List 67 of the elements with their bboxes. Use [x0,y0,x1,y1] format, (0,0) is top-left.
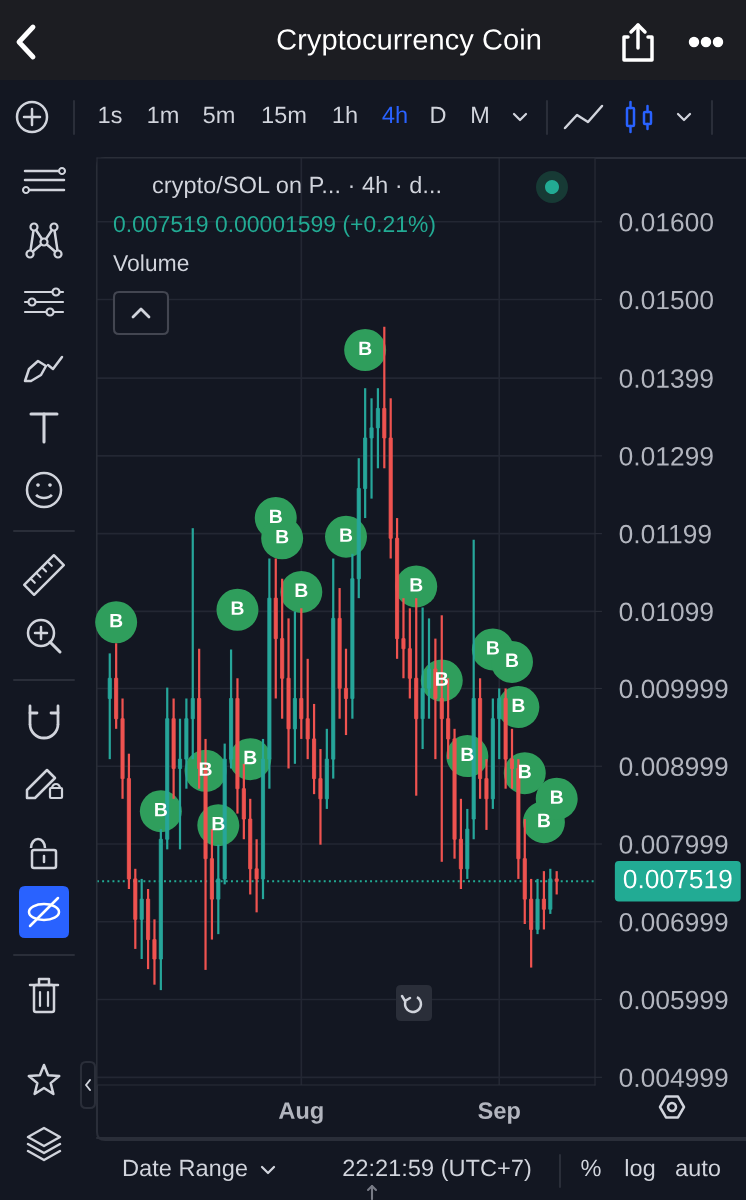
text: auto [676,1160,720,1177]
candlestick [554,870,559,896]
candlestick [177,717,183,851]
annotation: B [550,790,563,804]
y-tick-label: 0.01600 [619,212,713,232]
ref-line-label: 0.007519 [623,869,732,889]
candlestick [446,677,451,761]
annotation: B [110,613,123,628]
annotation: B [538,813,551,828]
y-tick-label: 0.01299 [619,446,713,466]
annotation: B [276,529,289,544]
candlestick [484,758,489,832]
annotation: 0.007519 0.00001599 (+0.21%) [113,215,435,237]
candlestick [190,527,195,761]
x-tick-label: Sep [478,1102,520,1124]
text: 22:21:59 (UTC+7) [343,1158,531,1181]
text: 5m [203,106,234,124]
text: 4h [382,106,407,124]
y-tick-label: 0.01199 [619,524,711,544]
text: 1m [148,106,178,124]
candlestick [369,397,374,500]
candlestick [260,737,266,901]
annotation: B [155,802,167,817]
candlestick [375,387,380,470]
text: M [472,106,488,124]
candlestick [107,652,112,761]
candlestick [254,838,259,914]
annotation: B [212,816,225,831]
text: % [581,1159,601,1177]
y-tick-label: 0.005999 [619,990,728,1010]
candlestick [318,747,323,846]
x-tick-label: Aug [278,1102,323,1124]
y-tick-label: 0.004999 [619,1068,728,1088]
candlestick [509,727,515,790]
annotation: B [512,698,525,713]
text: D [431,106,446,124]
annotation: B [231,601,244,615]
text: log [625,1158,655,1182]
text: 15m [262,106,306,124]
y-tick-label: 0.01099 [619,602,713,622]
text: crypto/SOL on P... · 4h · d... [153,175,440,198]
y-tick-label: 0.01399 [619,369,713,388]
candlestick [152,918,157,986]
candlestick [497,687,502,761]
y-tick-label: 0.008999 [619,757,728,777]
text: Date Range [123,1159,247,1182]
y-tick-label: 0.009999 [619,679,728,699]
y-tick-label: 0.006999 [619,912,728,932]
annotation: B [410,578,423,592]
annotation: B [506,653,519,667]
candlestick [541,870,546,931]
annotation: B [461,747,474,762]
annotation: B [340,528,353,542]
candlestick [426,617,432,720]
candlestick [343,647,349,737]
chart-title: Cryptocurrency Coin [277,28,541,56]
annotation: B [244,750,257,765]
candlestick [401,597,406,680]
annotation: Volume [113,254,189,272]
y-tick-label: 0.007999 [619,835,728,854]
annotation: B [295,583,308,597]
y-tick-label: 0.01500 [619,290,713,310]
annotation: B [487,641,499,655]
annotation: B [270,509,282,524]
text: 1s [99,106,122,124]
text: 1h [333,106,357,124]
annotation: B [359,341,372,356]
